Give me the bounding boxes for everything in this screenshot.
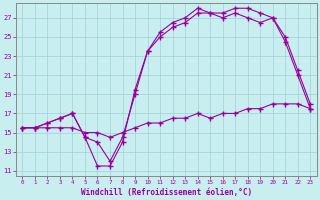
X-axis label: Windchill (Refroidissement éolien,°C): Windchill (Refroidissement éolien,°C) bbox=[81, 188, 252, 197]
